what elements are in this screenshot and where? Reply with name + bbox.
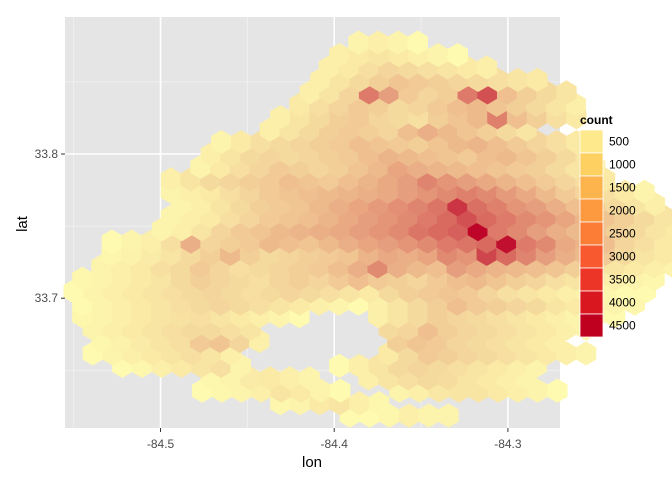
hex-cell — [230, 129, 252, 155]
hex-cell — [447, 42, 469, 68]
x-tick-label: -84.4 — [321, 437, 349, 451]
legend-key — [579, 267, 604, 292]
legend-label: 3000 — [609, 250, 636, 264]
hex-cell — [211, 129, 232, 155]
hex-cell — [614, 179, 635, 204]
legend-key — [579, 313, 604, 338]
hex-cell — [368, 391, 390, 416]
hex-cell — [348, 353, 370, 378]
legend-label: 500 — [609, 135, 629, 149]
hex-cell — [546, 129, 567, 155]
legend-key — [579, 152, 604, 177]
hex-cell — [427, 42, 449, 68]
hexbin-cells — [63, 30, 672, 428]
hex-cell — [634, 179, 655, 204]
legend-label: 1500 — [609, 181, 636, 195]
hex-cell — [270, 105, 291, 130]
legend-label: 1000 — [609, 158, 636, 172]
legend-label: 2500 — [609, 227, 636, 241]
y-axis-title: lat — [14, 215, 31, 232]
hex-cell — [556, 80, 577, 105]
hex-cell — [349, 391, 370, 416]
hex-cell — [398, 403, 420, 428]
y-tick-label: 33.7 — [35, 291, 59, 305]
legend-key — [579, 175, 604, 200]
hex-cell — [121, 229, 142, 254]
legend-key — [579, 221, 604, 246]
x-axis-title: lon — [302, 454, 322, 471]
legend-label: 4000 — [609, 296, 636, 310]
hex-cell — [72, 266, 93, 291]
hex-cell — [299, 366, 320, 391]
x-tick-label: -84.3 — [494, 437, 522, 451]
legend-label: 4500 — [609, 319, 636, 333]
y-tick-label: 33.8 — [35, 147, 59, 161]
hex-cell — [418, 403, 439, 428]
hex-cell — [547, 378, 568, 403]
legend-label: 3500 — [609, 273, 636, 287]
y-axis: 33.7 33.8 — [35, 147, 65, 305]
hex-cell — [259, 366, 281, 391]
legend-keys: 500 1000 1500 2000 2500 3000 3500 4000 4500 — [579, 129, 636, 338]
hex-cell — [527, 67, 548, 93]
legend-title: count — [580, 113, 613, 127]
hex-cell — [407, 30, 428, 55]
hex-cell — [507, 67, 528, 93]
legend: count 500 1000 1500 2000 2500 3000 3500 4000 450… — [579, 113, 636, 338]
legend-key — [579, 290, 604, 315]
hex-cell — [101, 229, 123, 254]
hex-cell — [387, 30, 409, 55]
legend-key — [579, 244, 604, 269]
legend-key — [579, 129, 604, 154]
hex-cell — [279, 366, 301, 391]
legend-label: 2000 — [609, 204, 636, 218]
x-axis: -84.5 -84.4 -84.3 — [147, 428, 522, 451]
hex-cell — [476, 55, 498, 80]
hex-cell — [575, 341, 597, 366]
hex-cell — [329, 42, 350, 68]
legend-key — [579, 198, 604, 223]
hex-cell — [368, 30, 389, 55]
hex-cell — [160, 167, 182, 192]
hex-cell — [348, 30, 369, 55]
hex-cell — [329, 353, 350, 378]
hex-cell — [330, 378, 351, 403]
hex-cell — [438, 403, 459, 428]
x-tick-label: -84.5 — [147, 437, 175, 451]
